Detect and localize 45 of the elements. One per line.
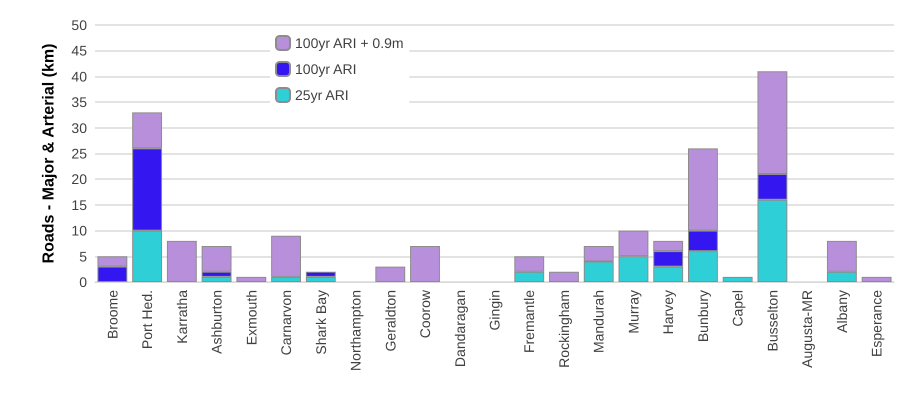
bar [862, 276, 892, 282]
x-tick-label: Bunbury [694, 290, 711, 342]
y-tick-label: 30 [71, 120, 88, 136]
y-tick-label: 0 [79, 274, 88, 290]
x-tick-label: Port Hed. [139, 290, 156, 350]
bar [236, 276, 266, 282]
x-tick-label: Esperance [868, 290, 885, 357]
y-axis-title: Roads - Major & Arterial (km) [40, 44, 58, 264]
legend-label: 25yr ARI [295, 87, 349, 103]
y-tick-label: 10 [71, 222, 88, 239]
y-tick-label: 45 [71, 42, 88, 59]
x-tick-label: Broome [104, 290, 120, 340]
x-tick-label: Harvey [660, 290, 676, 334]
x-tick-label: Coorow [417, 289, 434, 338]
y-tick-label: 40 [71, 68, 88, 84]
y-tick-label: 15 [71, 196, 88, 213]
x-tick-label: Ashburton [208, 290, 225, 354]
x-tick-label: Murray [625, 290, 642, 334]
x-tick-label: Fremantle [521, 290, 538, 354]
x-tick-label: Exmouth [243, 290, 260, 346]
legend-label: 100yr ARI [295, 61, 356, 77]
x-tick-label: Rockingham [556, 290, 572, 368]
bar [722, 276, 753, 282]
bar [549, 272, 579, 282]
y-tick-label: 5 [79, 248, 88, 264]
x-tick-label: Mandurah [590, 290, 607, 354]
legend-label: 100yr ARI + 0.9m [295, 35, 404, 51]
x-tick-label: Karratha [174, 290, 190, 344]
x-tick-label: Dandaragan [452, 290, 468, 368]
bar [375, 266, 406, 282]
y-tick-label: 50 [71, 17, 88, 33]
y-tick-label: 25 [71, 146, 88, 162]
x-tick-label: Albany [834, 290, 850, 333]
x-tick-label: Augusta-MR [799, 290, 816, 368]
y-tick-label: 35 [71, 94, 88, 110]
x-tick-label: Northampton [348, 290, 364, 371]
bar [410, 246, 440, 282]
y-tick-label: 20 [71, 171, 88, 188]
x-tick-label: Capel [730, 290, 746, 327]
x-tick-label: Gingin [486, 290, 502, 330]
x-tick-label: Geraldton [382, 290, 398, 352]
bar [166, 240, 197, 282]
x-tick-label: Busselton [764, 290, 780, 352]
x-tick-label: Shark Bay [312, 290, 329, 355]
x-tick-label: Carnarvon [278, 290, 294, 356]
